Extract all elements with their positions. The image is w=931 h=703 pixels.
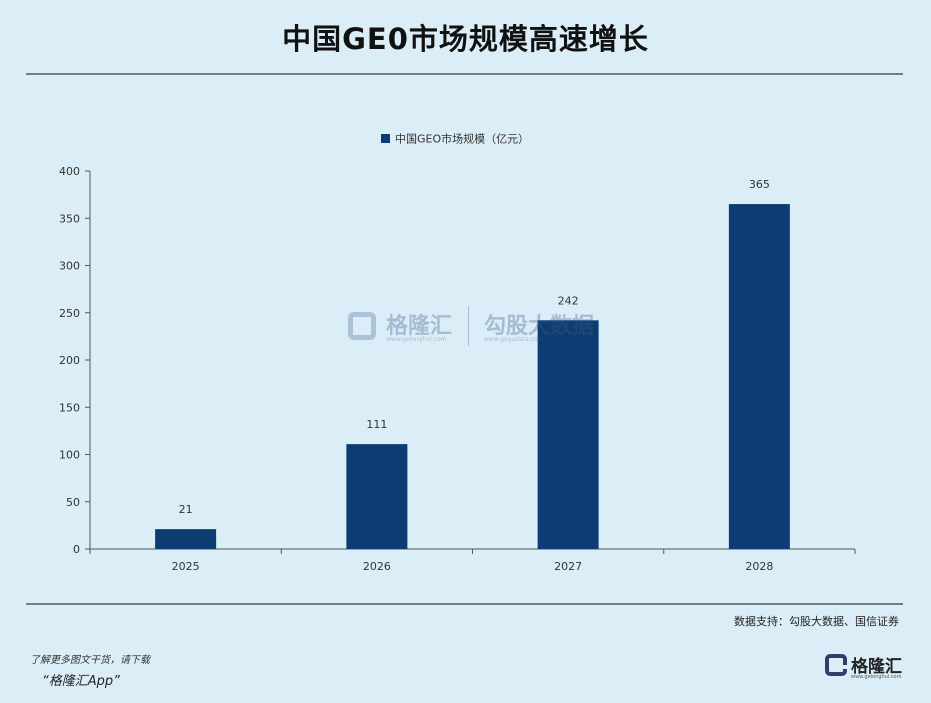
watermark-separator — [468, 306, 469, 346]
y-tick-label: 0 — [73, 543, 80, 556]
x-tick-label-2026: 2026 — [363, 560, 391, 573]
logo-icon — [825, 654, 847, 676]
page-title: 中国GE0市场规模高速增长 — [282, 22, 649, 56]
data-label-2028: 365 — [749, 178, 770, 191]
x-tick-label-2028: 2028 — [745, 560, 773, 573]
watermark-url-2: www.gogudata.com — [484, 336, 544, 343]
watermark: 格隆汇 www.gelonghui.com 勾股大数据 www.gogudata… — [348, 306, 608, 350]
bar-2026 — [346, 444, 408, 549]
watermark-url: www.gelonghui.com — [386, 336, 447, 343]
promo-line-2: “格隆汇App” — [42, 674, 120, 689]
data-label-2025: 21 — [179, 503, 193, 516]
top-divider — [26, 73, 903, 75]
bottom-divider — [26, 603, 903, 605]
watermark-logo-icon — [348, 312, 376, 340]
watermark-name: 格隆汇 — [386, 314, 453, 339]
y-tick-label: 400 — [59, 165, 80, 178]
footer-logo: 格隆汇 www.gelonghui.com — [825, 652, 905, 682]
bar-2027 — [537, 320, 599, 549]
bar-chart: 中国GEO市场规模（亿元） 0 50 100 150 200 250 300 350 400 2… — [59, 132, 856, 573]
y-tick-label: 300 — [59, 260, 80, 273]
x-tick-label-2025: 2025 — [172, 560, 200, 573]
x-tick-label-2027: 2027 — [554, 560, 582, 573]
y-tick-label: 150 — [59, 401, 80, 414]
legend: 中国GEO市场规模（亿元） — [381, 132, 529, 146]
y-axis: 0 50 100 150 200 250 300 350 400 — [59, 165, 91, 556]
y-tick-label: 100 — [59, 449, 80, 462]
data-label-2027: 242 — [558, 294, 579, 307]
watermark-name-2: 勾股大数据 — [484, 314, 595, 339]
bar-2025 — [155, 529, 217, 549]
bars: 21 111 242 365 — [155, 178, 790, 549]
promo-line-1: 了解更多图文干货，请下载 — [30, 655, 150, 666]
legend-swatch — [381, 134, 390, 143]
data-label-2026: 111 — [366, 418, 387, 431]
logo-url: www.gelonghui.com — [851, 674, 902, 680]
logo-name: 格隆汇 — [851, 657, 902, 677]
y-tick-label: 350 — [59, 212, 80, 225]
x-axis: 2025 2026 2027 2028 — [89, 548, 856, 573]
bar-2028 — [728, 204, 790, 549]
y-tick-label: 200 — [59, 354, 80, 367]
y-tick-label: 50 — [66, 496, 80, 509]
source-note: 数据支持：勾股大数据、国信证券 — [734, 615, 899, 628]
legend-label: 中国GEO市场规模（亿元） — [395, 132, 529, 146]
y-tick-label: 250 — [59, 307, 80, 320]
